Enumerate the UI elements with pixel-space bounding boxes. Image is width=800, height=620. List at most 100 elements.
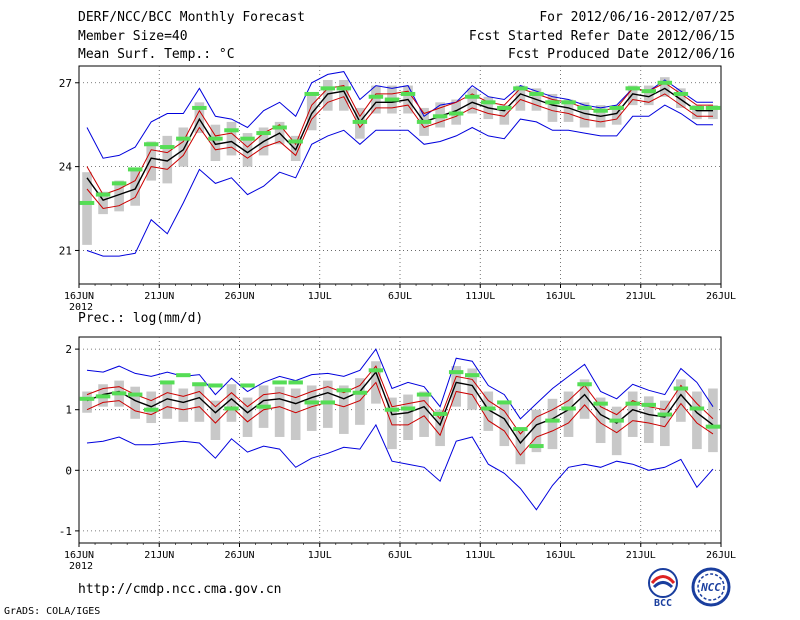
spread-box: [499, 105, 510, 125]
spread-box: [242, 133, 253, 167]
source-url[interactable]: http://cmdp.ncc.cma.gov.cn: [78, 582, 282, 597]
obs-marker: [304, 400, 319, 405]
spread-box: [210, 124, 221, 162]
series-lower-line: [86, 381, 714, 456]
obs-marker: [673, 91, 689, 96]
obs-marker: [625, 86, 640, 91]
spread-box: [162, 135, 173, 184]
x-tick-label: 21JUL: [626, 550, 656, 561]
x-tick-label: 21JUN: [144, 291, 174, 302]
spread-box: [162, 382, 173, 419]
spread-box: [322, 79, 333, 111]
spread-box: [355, 378, 365, 425]
obs-marker: [256, 131, 271, 136]
spread-box: [194, 102, 205, 134]
series-lower-line: [86, 93, 713, 210]
obs-marker: [593, 401, 608, 406]
obs-marker: [127, 167, 143, 172]
x-tick-label: 26JUL: [706, 550, 736, 561]
spread-box: [547, 93, 558, 122]
obs-marker: [689, 406, 705, 411]
obs-marker: [272, 125, 287, 130]
spread-box: [98, 191, 108, 215]
obs-marker: [673, 386, 689, 391]
x-tick-label: 21JUL: [626, 291, 656, 302]
series-mean-line: [86, 87, 713, 202]
x-tick-label: 11JUL: [465, 550, 495, 561]
obs-marker: [625, 401, 640, 406]
obs-marker: [272, 380, 287, 385]
obs-marker: [641, 89, 656, 94]
spread-box: [579, 102, 590, 128]
obs-marker: [593, 108, 608, 113]
spread-box: [242, 397, 253, 437]
obs-marker: [224, 406, 239, 411]
obs-marker: [111, 181, 127, 186]
obs-marker: [705, 105, 721, 110]
spread-box: [371, 85, 381, 114]
spread-box: [146, 141, 157, 181]
obs-marker: [529, 444, 544, 449]
obs-marker: [400, 406, 416, 411]
spread-box: [547, 398, 558, 450]
obs-marker: [352, 390, 368, 395]
spread-box: [306, 93, 317, 131]
spread-box: [643, 396, 654, 444]
obs-marker: [432, 114, 448, 119]
spread-box: [403, 394, 413, 440]
obs-marker: [529, 91, 544, 96]
obs-marker: [545, 418, 560, 423]
obs-marker: [400, 91, 416, 96]
spread-box: [306, 385, 317, 431]
y-tick-label: 27: [59, 77, 72, 90]
obs-marker: [465, 373, 480, 378]
obs-marker: [144, 142, 159, 147]
obs-marker: [432, 411, 448, 416]
obs-marker: [240, 136, 255, 141]
bcc-logo: BCC: [642, 566, 684, 609]
obs-marker: [448, 370, 464, 375]
obs-marker: [545, 100, 560, 105]
year-label: 2012: [69, 561, 93, 572]
obs-marker: [689, 105, 705, 110]
obs-marker: [127, 392, 143, 397]
spread-box: [660, 77, 670, 97]
obs-marker: [577, 105, 592, 110]
obs-marker: [497, 105, 512, 110]
obs-marker: [160, 145, 175, 150]
obs-marker: [384, 97, 400, 102]
year-label: 2012: [69, 302, 93, 313]
spread-box: [579, 379, 590, 419]
obs-marker: [144, 407, 159, 412]
spread-box: [419, 391, 429, 437]
y-tick-label: -1: [59, 525, 72, 538]
spread-box: [435, 409, 445, 447]
spread-box: [531, 409, 542, 453]
spread-box: [226, 384, 237, 422]
x-tick-label: 21JUN: [144, 550, 174, 561]
bcc-logo-label: BCC: [654, 598, 672, 608]
spread-box: [194, 382, 205, 422]
x-tick-label: 16JUL: [545, 550, 575, 561]
y-tick-label: 24: [59, 161, 73, 174]
obs-marker: [465, 94, 480, 99]
obs-marker: [513, 427, 528, 432]
spread-box: [339, 79, 349, 111]
obs-marker: [95, 394, 111, 399]
obs-marker: [448, 111, 464, 116]
obs-marker: [577, 382, 592, 387]
plot-frame: [78, 336, 722, 544]
obs-marker: [320, 400, 335, 405]
spread-box: [210, 400, 221, 440]
spread-box: [708, 388, 718, 453]
obs-marker: [416, 119, 432, 124]
member-size: Member Size=40: [78, 29, 188, 44]
obs-marker: [416, 392, 432, 397]
obs-marker: [336, 388, 352, 393]
spread-box: [387, 397, 397, 450]
chart-title: DERF/NCC/BCC Monthly Forecast: [78, 10, 305, 25]
y-tick-label: 21: [59, 244, 72, 257]
refer-date: Fcst Started Refer Date 2012/06/15: [468, 29, 735, 44]
obs-marker: [288, 139, 303, 144]
